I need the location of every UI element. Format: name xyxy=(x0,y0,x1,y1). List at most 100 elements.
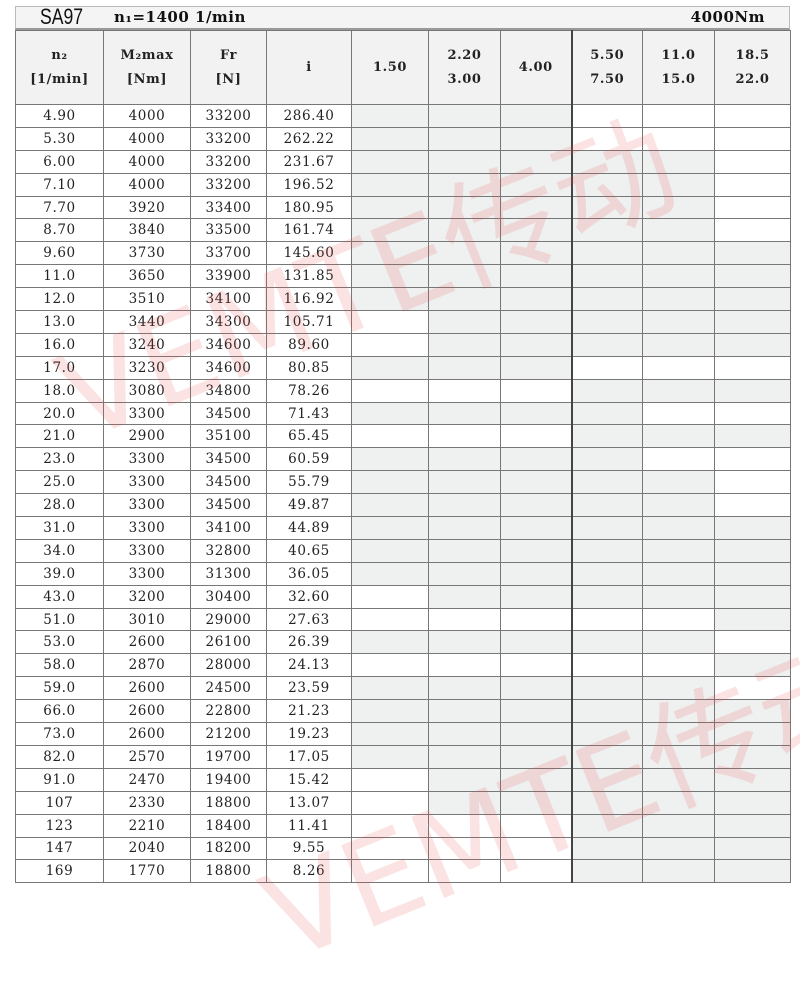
header-line-1: 1.50 xyxy=(372,59,408,75)
power-cell-empty xyxy=(714,401,791,426)
power-cell-available xyxy=(642,859,715,884)
power-cell-available xyxy=(714,653,791,678)
power-cell-empty xyxy=(642,401,715,426)
cell-fr: 30400 xyxy=(190,584,267,609)
power-cell-available xyxy=(428,332,501,357)
power-cell-available xyxy=(351,218,429,243)
power-cell-empty xyxy=(500,424,572,449)
table-row: 39.0 3300 31300 36.05 xyxy=(15,561,791,586)
power-cell-available xyxy=(570,538,643,563)
table-row: 8.70 3840 33500 161.74 xyxy=(15,218,791,243)
power-cell-available xyxy=(570,744,643,769)
cell-fr: 34500 xyxy=(190,470,267,495)
power-cell-available xyxy=(428,790,501,815)
cell-fr: 34500 xyxy=(190,447,267,472)
power-cell-available xyxy=(642,630,715,655)
header-line-2: 15.0 xyxy=(661,71,696,87)
power-cell-available xyxy=(500,104,572,128)
power-cell-available xyxy=(642,676,715,701)
cell-i: 11.41 xyxy=(266,813,352,838)
power-cell-available xyxy=(570,836,643,861)
cell-i: 13.07 xyxy=(266,790,352,815)
table-row: 28.0 3300 34500 49.87 xyxy=(15,493,791,518)
power-cell-available xyxy=(714,607,791,632)
power-cell-available xyxy=(714,722,791,746)
power-cell-available xyxy=(642,424,715,449)
cell-m2: 2040 xyxy=(103,836,191,861)
header-line-1: n₂ xyxy=(51,47,68,63)
power-cell-available xyxy=(570,699,643,724)
cell-i: 9.55 xyxy=(266,836,352,861)
title-bar: SA97 n₁=1400 1/min 4000Nm xyxy=(15,4,790,30)
power-cell-available xyxy=(642,744,715,769)
power-cell-empty xyxy=(570,355,643,380)
cell-i: 24.13 xyxy=(266,653,352,678)
power-cell-available xyxy=(428,538,501,563)
power-cell-empty xyxy=(351,653,429,678)
power-cell-available xyxy=(714,287,791,312)
power-cell-empty xyxy=(351,378,429,403)
cell-fr: 32800 xyxy=(190,538,267,563)
cell-n2: 107 xyxy=(15,790,104,815)
cell-fr: 34500 xyxy=(190,493,267,518)
power-cell-empty xyxy=(351,767,429,792)
power-cell-available xyxy=(428,561,501,586)
power-cell-empty xyxy=(500,836,572,861)
power-cell-available xyxy=(642,699,715,724)
model-name: SA97 xyxy=(40,4,84,29)
power-cell-empty xyxy=(351,813,429,838)
cell-i: 116.92 xyxy=(266,287,352,312)
power-cell-available xyxy=(570,264,643,289)
cell-i: 145.60 xyxy=(266,241,352,266)
power-cell-available xyxy=(428,149,501,174)
cell-n2: 169 xyxy=(15,859,104,884)
power-cell-empty xyxy=(428,813,501,838)
cell-n2: 25.0 xyxy=(15,470,104,495)
cell-m2: 2900 xyxy=(103,424,191,449)
power-cell-available xyxy=(351,722,429,746)
cell-n2: 6.00 xyxy=(15,149,104,174)
cell-fr: 33500 xyxy=(190,218,267,243)
power-cell-available xyxy=(500,287,572,312)
power-cell-available xyxy=(642,172,715,197)
table-row: 13.0 3440 34300 105.71 xyxy=(15,310,791,334)
cell-n2: 5.30 xyxy=(15,126,104,151)
header-power-5-50-7-50: 5.50 7.50 xyxy=(570,30,643,105)
power-cell-available xyxy=(714,767,791,792)
power-cell-empty xyxy=(642,355,715,380)
rating-table: n₂ [1/min] M₂max [Nm] Fr [N] i 1.50 2.20 3.00 4.00… xyxy=(15,30,791,884)
power-cell-available xyxy=(500,744,572,769)
header-line-1: 11.0 xyxy=(661,47,696,63)
cell-fr: 34300 xyxy=(190,310,267,334)
table-row: 31.0 3300 34100 44.89 xyxy=(15,516,791,540)
cell-m2: 3730 xyxy=(103,241,191,266)
cell-n2: 17.0 xyxy=(15,355,104,380)
power-cell-available xyxy=(714,332,791,357)
cell-fr: 18400 xyxy=(190,813,267,838)
table-row: 73.0 2600 21200 19.23 xyxy=(15,722,791,746)
cell-m2: 4000 xyxy=(103,126,191,151)
cell-m2: 2210 xyxy=(103,813,191,838)
cell-m2: 4000 xyxy=(103,149,191,174)
power-cell-available xyxy=(428,722,501,746)
power-cell-available xyxy=(428,264,501,289)
cell-fr: 19400 xyxy=(190,767,267,792)
cell-m2: 3240 xyxy=(103,332,191,357)
cell-fr: 28000 xyxy=(190,653,267,678)
cell-i: 71.43 xyxy=(266,401,352,426)
cell-n2: 43.0 xyxy=(15,584,104,609)
cell-n2: 8.70 xyxy=(15,218,104,243)
power-cell-available xyxy=(570,676,643,701)
cell-fr: 19700 xyxy=(190,744,267,769)
power-cell-available xyxy=(428,218,501,243)
cell-i: 80.85 xyxy=(266,355,352,380)
power-cell-available xyxy=(642,378,715,403)
table-row: 23.0 3300 34500 60.59 xyxy=(15,447,791,472)
cell-i: 55.79 xyxy=(266,470,352,495)
power-cell-available xyxy=(428,287,501,312)
power-cell-available xyxy=(642,149,715,174)
power-cell-available xyxy=(428,676,501,701)
header-line-1: 2.20 xyxy=(447,47,482,63)
power-cell-available xyxy=(642,516,715,540)
power-cell-available xyxy=(570,493,643,518)
